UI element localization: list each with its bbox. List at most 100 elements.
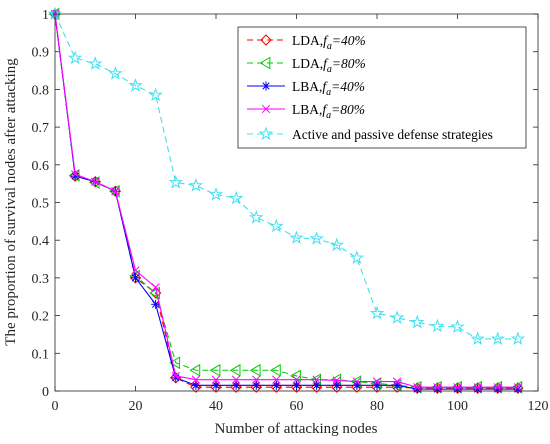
series-5-point [269, 218, 284, 233]
legend-entry-3-prefix: LBA, [292, 79, 322, 94]
series-4-point-stroke [513, 383, 523, 392]
series-3-point [332, 380, 342, 390]
y-tick-label: 0.3 [32, 272, 50, 287]
x-axis-label: Number of attacking nodes [215, 421, 378, 437]
series-3-point [473, 384, 483, 394]
series-5-point-shape [349, 250, 365, 265]
series-5-point-shape [128, 78, 143, 92]
series-3-point [493, 384, 503, 394]
series-4-point [473, 383, 482, 392]
series-3-point [211, 380, 221, 390]
x-tick-label: 40 [209, 399, 223, 414]
legend-entry-3: LBA,fa=40% [292, 79, 365, 98]
series-5-point [389, 310, 405, 324]
x-tick-label: 120 [528, 399, 549, 414]
legend-entry-5-prefix: Active and passive defense strategies [292, 127, 493, 142]
series-2-point [149, 286, 160, 300]
legend-entry-2-suffix: =80% [332, 56, 366, 71]
series-4-point [513, 383, 523, 392]
series-2-point-shape [330, 373, 342, 387]
series-2-point [229, 363, 241, 377]
legend-sample-1-marker-shape [260, 34, 272, 46]
series-5-point [289, 230, 304, 245]
series-3-point [292, 380, 301, 390]
series-2-point-shape [229, 363, 241, 377]
series-4-point [332, 376, 341, 385]
series-5-point [188, 178, 204, 192]
legend-entry-1-suffix: =40% [332, 33, 366, 48]
y-tick-label: 0 [42, 385, 49, 400]
series-5-point [67, 50, 83, 65]
legend-samples [247, 34, 285, 141]
series-5-point-shape [249, 210, 264, 224]
series-5-point [450, 319, 465, 333]
series-4-point-stroke [111, 187, 120, 196]
series-5-point-shape [490, 331, 505, 346]
series-5-point-shape [369, 305, 385, 320]
series-1-point [129, 272, 142, 284]
series-4-point [191, 375, 201, 384]
series-5-point [510, 331, 526, 346]
series-5-point [470, 331, 485, 346]
series-5-point-shape [329, 237, 344, 252]
series-4-point-stroke [352, 377, 362, 386]
legend-entry-4: LBA,fa=80% [292, 102, 365, 121]
y-axis-label: The proportion of survival nodes after a… [3, 58, 19, 346]
legend-entry-2-var: f [323, 56, 329, 71]
legend-entry-3-sub: a [326, 87, 331, 98]
series-4-point [171, 371, 180, 381]
series-3-point-stroke [192, 381, 200, 389]
series-2-point-shape [249, 363, 261, 377]
series-2-point [249, 363, 261, 377]
series-5-point-shape [208, 187, 224, 201]
series-4-point [272, 375, 281, 384]
series-4-point-stroke [372, 377, 382, 386]
series-2-point [189, 363, 201, 377]
series-5 [47, 6, 526, 346]
series-5-point [249, 210, 264, 224]
series-4-point [493, 383, 502, 392]
series-5-point-shape [389, 310, 405, 324]
series-4-point [151, 283, 160, 292]
series-4-point-stroke [292, 375, 301, 384]
series-4-point-stroke [70, 170, 80, 179]
series-5-point-shape [410, 314, 425, 329]
series-4-point [231, 375, 241, 384]
series-4-point-stroke [252, 375, 261, 384]
series-5-point [208, 187, 224, 201]
series-4-line [54, 13, 518, 388]
series-4-point [252, 375, 261, 384]
series-2-point-shape [88, 176, 100, 189]
series-2-point [209, 363, 221, 377]
series-4-point-stroke [433, 383, 442, 392]
series-5-point-shape [108, 66, 123, 80]
legend-sample-5-marker [258, 126, 274, 141]
series-3-point-stroke [71, 172, 79, 180]
series-4-point-stroke [453, 383, 462, 392]
series-4-point [211, 375, 221, 384]
series-2-point-shape [189, 363, 201, 377]
series-5-point-shape [188, 178, 204, 192]
legend-entry-2-sub: a [327, 64, 332, 75]
series-4-point-stroke [473, 383, 482, 392]
series-3-point [191, 380, 201, 390]
legend-sample-4-marker [261, 104, 271, 114]
series-5-point [168, 174, 183, 189]
series-5-point [148, 87, 163, 102]
series-4-point [453, 383, 462, 392]
series-1-point-shape [129, 272, 142, 284]
series-2-point [88, 176, 100, 189]
series-4-point [91, 177, 100, 186]
series-5-point [88, 56, 103, 70]
series-4-point [413, 383, 422, 392]
series-3-point [131, 273, 140, 283]
series-3-point [271, 380, 281, 390]
legend-sample-3-marker-stroke [262, 82, 270, 90]
series-5-point-shape [450, 319, 465, 333]
series-5-point [490, 331, 505, 346]
series-3-point-stroke [131, 274, 140, 282]
series-4-point-stroke [493, 383, 502, 392]
series-5-point-shape [269, 218, 284, 233]
legend-entry-1-sub: a [327, 41, 332, 52]
series-layer [47, 6, 526, 394]
